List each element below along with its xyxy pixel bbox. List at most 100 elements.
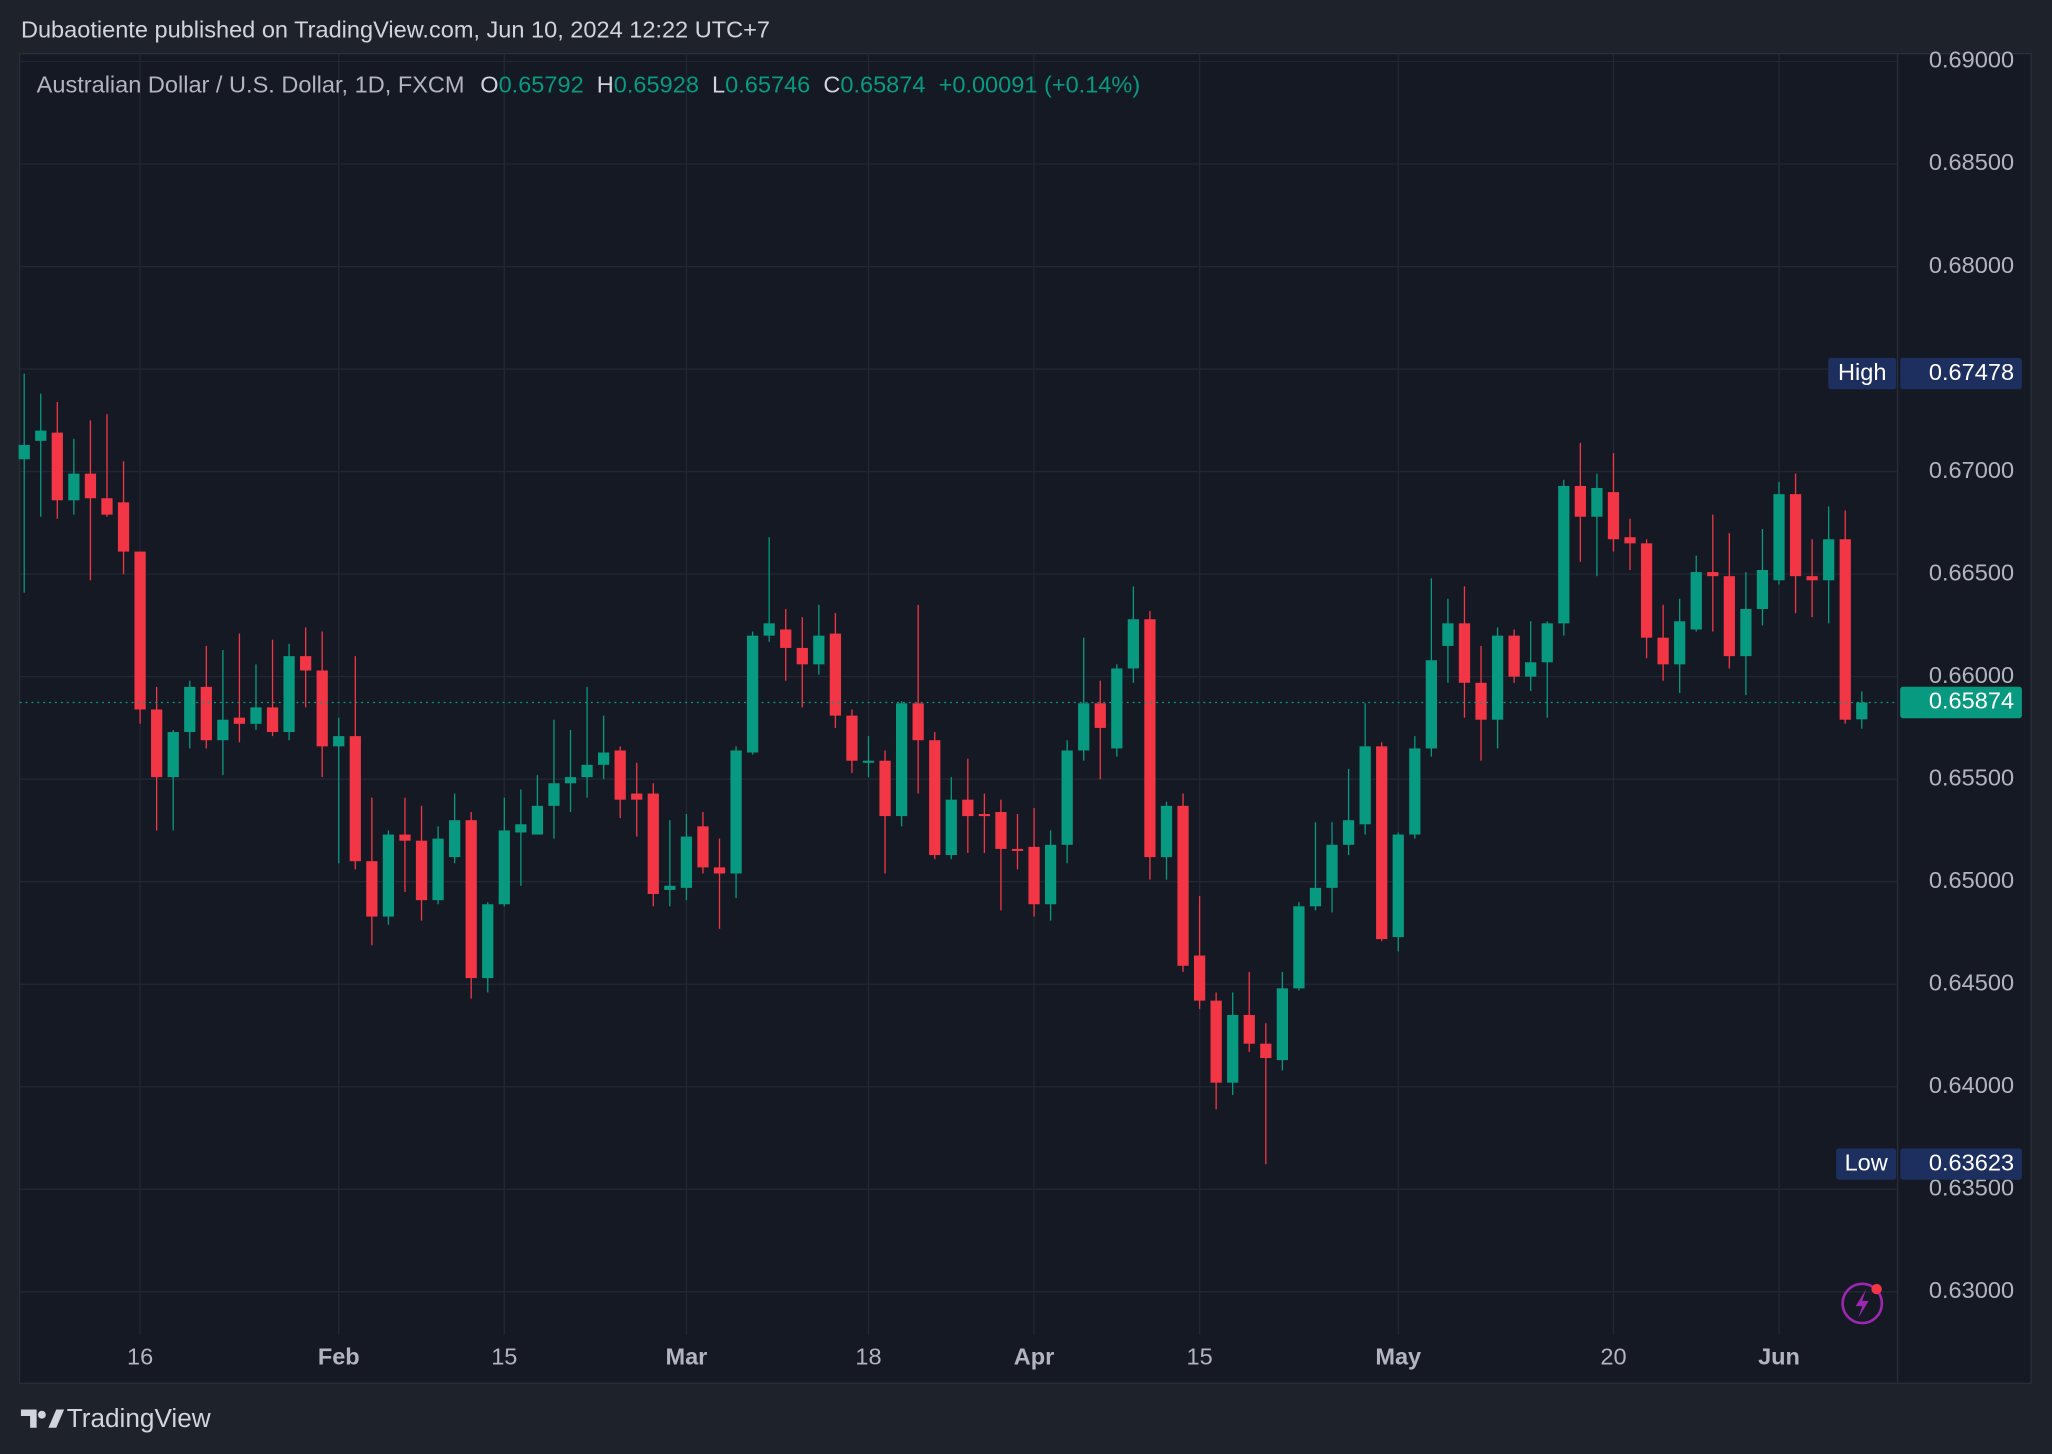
extreme-value: 0.63623 — [1929, 1149, 2014, 1175]
ohlc-key: H — [597, 72, 614, 98]
candle-body — [1028, 846, 1040, 905]
candle-body — [1508, 635, 1520, 677]
candles — [18, 373, 1898, 1165]
candle-body — [697, 826, 709, 868]
candle-body — [1376, 746, 1388, 940]
candle-body — [945, 799, 957, 856]
candle-body — [1707, 572, 1719, 577]
candle-body — [1326, 844, 1338, 888]
candle-body — [151, 709, 163, 778]
ohlc-value: 0.65746 — [725, 72, 810, 98]
y-tick-label: 0.68500 — [1929, 149, 2014, 175]
candle-body — [1558, 485, 1570, 624]
ohlc-value: 0.65928 — [614, 72, 699, 98]
candle-body — [1243, 1014, 1255, 1044]
candle-body — [995, 811, 1007, 849]
candle-body — [1624, 537, 1636, 544]
candle-body — [1442, 623, 1454, 646]
y-tick-label: 0.66000 — [1929, 662, 2014, 688]
candle-body — [1160, 805, 1173, 858]
x-tick-label: 20 — [1600, 1344, 1626, 1370]
extreme-tag-bg — [1828, 357, 1897, 390]
candle-body — [482, 904, 494, 979]
candle-body — [664, 885, 676, 890]
y-tick-label: 0.66500 — [1929, 559, 2014, 585]
candle-body — [233, 717, 246, 724]
candle-body — [1193, 955, 1206, 1001]
extreme-tag: High — [1838, 359, 1886, 385]
candle-body — [531, 805, 544, 835]
candle-body — [217, 719, 229, 741]
candle-body — [1541, 623, 1553, 663]
candle-body — [680, 836, 693, 888]
candle-body — [763, 623, 775, 636]
change: +0.00091 (+0.14%) — [939, 72, 1141, 98]
candle-body — [167, 732, 179, 778]
candle-body — [1740, 608, 1752, 657]
brand: TradingView — [67, 1403, 211, 1433]
candle-body — [1309, 887, 1322, 907]
candle-body — [449, 820, 461, 858]
candle-body — [912, 703, 924, 741]
candle-body — [382, 834, 395, 917]
candle-body — [1144, 619, 1156, 858]
candle-body — [862, 760, 875, 763]
candle-body — [1359, 746, 1371, 825]
candle-body — [846, 715, 858, 761]
alert-icon[interactable] — [1841, 1282, 1884, 1325]
candle-body — [1458, 623, 1471, 683]
candle-body — [962, 799, 974, 817]
candle-body — [730, 750, 742, 874]
candle-body — [415, 840, 428, 901]
x-tick-label: Feb — [318, 1344, 360, 1370]
candle-body — [1177, 805, 1189, 966]
candle-body — [1061, 750, 1073, 845]
labels: 0.630000.635000.640000.645000.650000.655… — [127, 47, 2022, 1370]
candle-body — [614, 750, 626, 800]
candle-body — [1806, 576, 1818, 581]
candle-body — [647, 793, 659, 895]
candle-body — [564, 777, 577, 784]
candle-body — [1773, 494, 1785, 581]
brand-logo — [20, 1409, 65, 1428]
candle-body — [1491, 635, 1504, 720]
grid — [19, 53, 1898, 1335]
candle-body — [548, 783, 560, 806]
candle-body — [1690, 572, 1702, 630]
candle-body — [515, 824, 527, 833]
last-price-badge — [1900, 686, 2022, 719]
candle-body — [399, 834, 411, 841]
x-tick-label: 16 — [127, 1344, 153, 1370]
candle-body — [581, 764, 593, 778]
symbol-header: Australian Dollar / U.S. Dollar, 1D, FXC… — [37, 72, 1141, 98]
candle-body — [1094, 703, 1106, 728]
candle-body — [929, 740, 941, 856]
y-tick-label: 0.63000 — [1929, 1277, 2014, 1303]
x-tick-label: 18 — [855, 1344, 881, 1370]
candle-body — [316, 670, 328, 747]
ohlc-value: 0.65874 — [840, 72, 925, 98]
symbol: Australian Dollar / U.S. Dollar, 1D, FXC… — [37, 72, 465, 98]
candle-body — [1111, 668, 1123, 749]
y-tick-label: 0.64000 — [1929, 1072, 2014, 1098]
candle-body — [1260, 1043, 1272, 1059]
attribution: Dubaotiente published on TradingView.com… — [21, 17, 770, 43]
candle-body — [366, 861, 378, 917]
ohlc-key: O — [480, 72, 498, 98]
candle-body — [1127, 619, 1140, 669]
x-tick-label: 15 — [1186, 1344, 1212, 1370]
x-tick-label: 15 — [491, 1344, 517, 1370]
candle-body — [432, 838, 444, 901]
candle-body — [746, 635, 759, 753]
candle-body — [498, 830, 510, 905]
candle-body — [1293, 906, 1305, 989]
candle-body — [266, 707, 279, 733]
candle-body — [1591, 487, 1603, 517]
candle-body — [796, 647, 808, 665]
candle-body — [333, 736, 345, 747]
candle-body — [1856, 702, 1868, 720]
candle-body — [101, 498, 113, 515]
candle-body — [1823, 539, 1835, 581]
candle-body — [184, 686, 196, 733]
